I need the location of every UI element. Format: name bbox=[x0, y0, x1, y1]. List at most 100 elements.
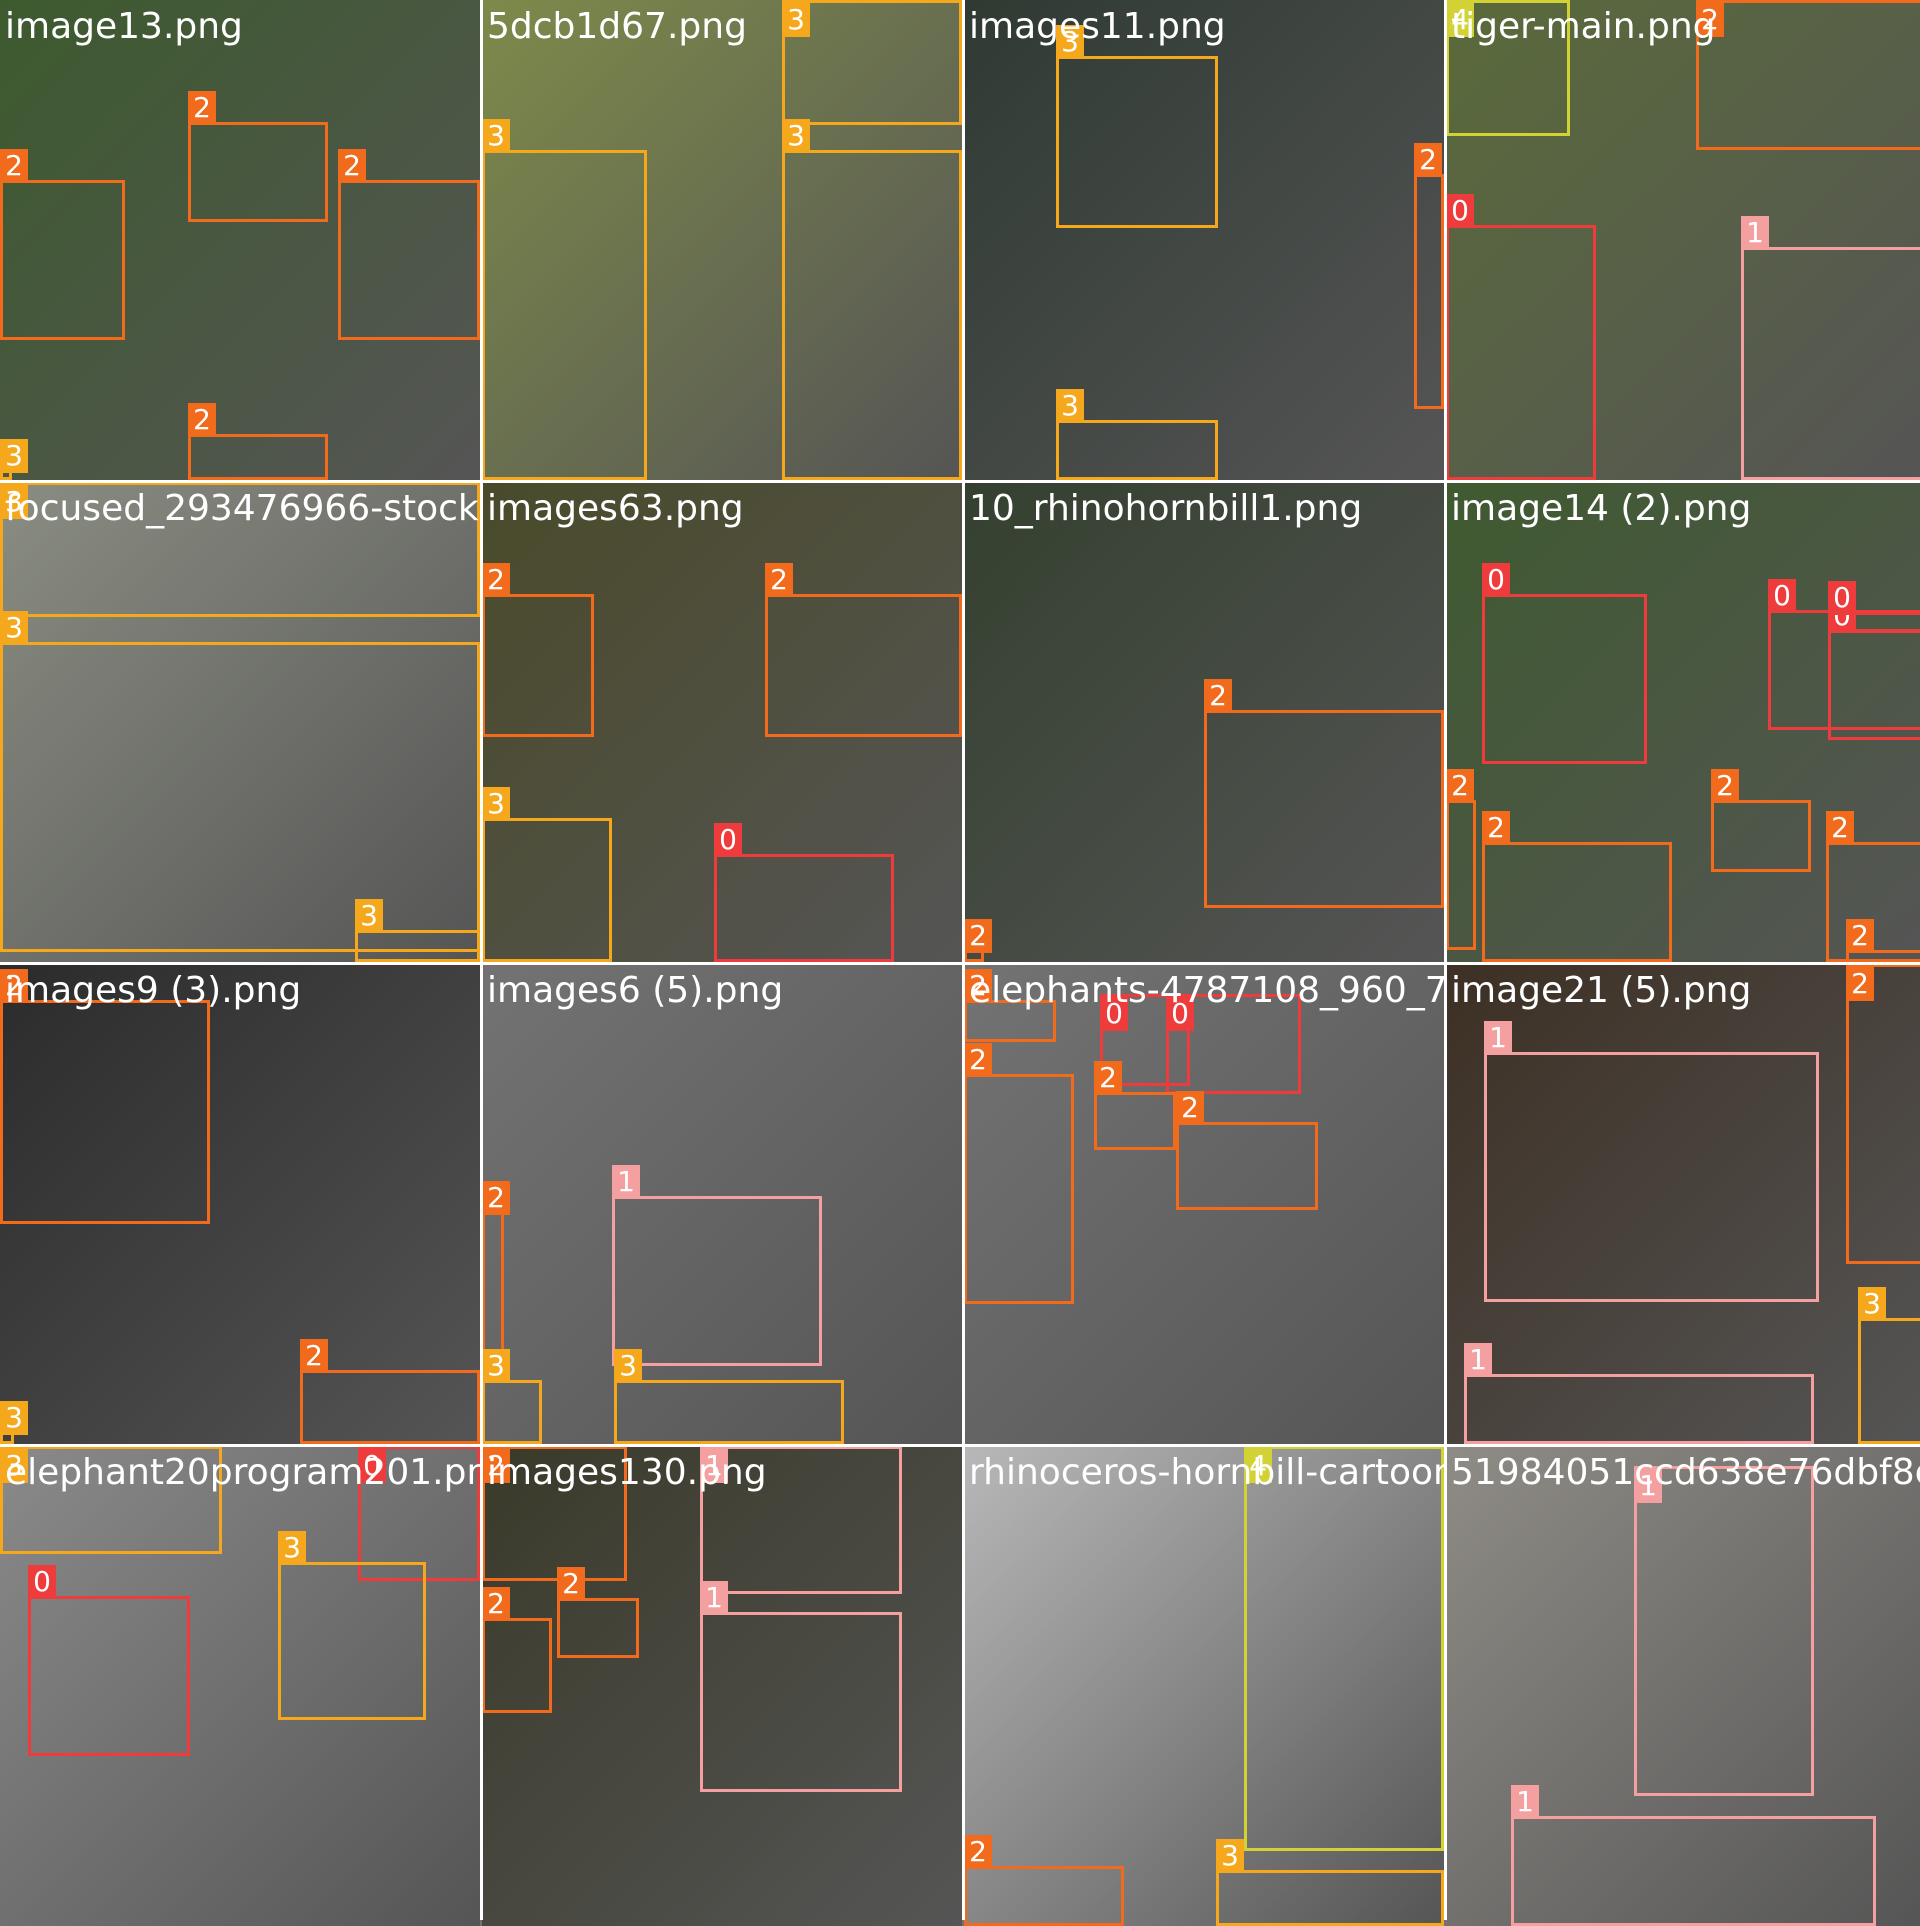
grid-divider bbox=[1444, 0, 1447, 1920]
bounding-box: 2 bbox=[482, 563, 594, 737]
bounding-box: 3 bbox=[482, 1349, 542, 1444]
grid-divider bbox=[0, 962, 1920, 965]
class-label: 4 bbox=[1244, 1449, 1272, 1483]
class-label: 2 bbox=[188, 403, 216, 437]
class-label: 2 bbox=[1446, 769, 1474, 803]
bounding-box: 2 bbox=[765, 563, 962, 737]
bounding-box: 1 bbox=[700, 1581, 902, 1792]
class-label: 2 bbox=[0, 969, 28, 1003]
bounding-box: 2 bbox=[300, 1339, 480, 1444]
tile-image bbox=[964, 964, 1444, 1444]
class-label: 0 bbox=[28, 1565, 56, 1599]
bounding-box: 3 bbox=[1056, 25, 1218, 228]
mosaic-tile: image21 (5).png 1 2 3 1 bbox=[1446, 964, 1920, 1444]
mosaic-tile: elephant20program201.png 3 0 0 3 bbox=[0, 1446, 480, 1926]
tile-image bbox=[1446, 482, 1920, 962]
bounding-box: 2 bbox=[0, 969, 210, 1224]
tile-image bbox=[482, 482, 962, 962]
bounding-box: 0 bbox=[714, 823, 894, 962]
class-label: 2 bbox=[557, 1567, 585, 1601]
bounding-box: 3 bbox=[355, 899, 480, 962]
class-label: 2 bbox=[1176, 1091, 1204, 1125]
grid-divider bbox=[962, 0, 965, 1920]
bounding-box: 0 bbox=[1828, 581, 1920, 632]
class-label: 2 bbox=[482, 563, 510, 597]
class-label: 1 bbox=[612, 1165, 640, 1199]
grid-divider bbox=[0, 1444, 1920, 1447]
bounding-box: 2 bbox=[1482, 811, 1672, 962]
class-label: 1 bbox=[700, 1581, 728, 1615]
mosaic-tile: image13.png 2 2 2 2 3 bbox=[0, 0, 480, 480]
grid-divider bbox=[480, 0, 483, 1920]
class-label: 2 bbox=[765, 563, 793, 597]
bounding-box: 0 bbox=[1446, 194, 1596, 480]
class-label: 2 bbox=[964, 1043, 992, 1077]
bounding-box: 0 bbox=[1828, 599, 1920, 740]
bounding-box: 2 bbox=[1696, 0, 1920, 150]
class-label: 3 bbox=[0, 1401, 28, 1435]
class-label: 0 bbox=[358, 1449, 386, 1483]
bounding-box: 2 bbox=[0, 149, 125, 340]
bounding-box: 2 bbox=[1446, 769, 1476, 950]
bounding-box: 2 bbox=[964, 969, 1056, 1042]
tile-image bbox=[0, 482, 480, 962]
class-label: 2 bbox=[1826, 811, 1854, 845]
tile-image bbox=[1446, 964, 1920, 1444]
class-label: 0 bbox=[714, 823, 742, 857]
bounding-box: 3 bbox=[0, 1446, 222, 1554]
class-label: 2 bbox=[964, 1835, 992, 1869]
tile-image bbox=[964, 1446, 1444, 1926]
class-label: 3 bbox=[0, 611, 28, 645]
tile-image bbox=[0, 1446, 480, 1926]
class-label: 3 bbox=[482, 119, 510, 153]
bounding-box: 1 bbox=[1511, 1785, 1876, 1926]
bounding-box: 2 bbox=[964, 919, 992, 962]
bounding-box: 2 bbox=[482, 1181, 510, 1362]
class-label: 3 bbox=[1858, 1287, 1886, 1321]
bounding-box: 4 bbox=[1244, 1446, 1444, 1851]
bounding-box: 3 bbox=[1056, 389, 1218, 480]
bounding-box: 2 bbox=[188, 403, 328, 480]
bounding-box: 0 bbox=[358, 1446, 480, 1581]
bounding-box: 3 bbox=[0, 439, 28, 480]
bounding-box: 1 bbox=[1484, 1021, 1819, 1302]
bounding-box: 2 bbox=[557, 1567, 639, 1658]
bounding-box: 2 bbox=[482, 1587, 552, 1713]
bounding-box: 3 bbox=[0, 482, 480, 617]
bounding-box: 1 bbox=[1634, 1466, 1814, 1796]
bounding-box: 3 bbox=[278, 1531, 426, 1720]
bounding-box: 0 bbox=[1482, 563, 1647, 764]
class-label: 3 bbox=[0, 1449, 28, 1483]
mosaic-tile: elephants-4787108_960_720.png002222 bbox=[964, 964, 1444, 1444]
bounding-box: 1 bbox=[1741, 216, 1920, 480]
class-label: 2 bbox=[964, 919, 992, 953]
mosaic-tile: images9 (3).png 2 2 3 bbox=[0, 964, 480, 1444]
class-label: 0 bbox=[1482, 563, 1510, 597]
mosaic-tile: 5dcb1d67.png 3 3 3 bbox=[482, 0, 962, 480]
bounding-box: 2 bbox=[188, 91, 328, 222]
class-label: 2 bbox=[0, 149, 28, 183]
bounding-box: 0 bbox=[28, 1565, 190, 1756]
mosaic-tile: 51984051ccd638e76dbf8cd 1 1 bbox=[1446, 1446, 1920, 1926]
class-label: 1 bbox=[1741, 216, 1769, 250]
bounding-box: 3 bbox=[614, 1349, 844, 1444]
class-label: 2 bbox=[188, 91, 216, 125]
class-label: 3 bbox=[782, 119, 810, 153]
tile-image bbox=[964, 0, 1444, 480]
class-label: 1 bbox=[1634, 1469, 1662, 1503]
mosaic-tile: image14 (2).png 0 0 0 0 2 2 2 2 2 bbox=[1446, 482, 1920, 962]
class-label: 1 bbox=[1484, 1021, 1512, 1055]
bounding-box: 0 bbox=[1166, 994, 1301, 1094]
bounding-box: 2 bbox=[1711, 769, 1811, 872]
class-label: 2 bbox=[1482, 811, 1510, 845]
bounding-box: 2 bbox=[964, 1043, 1074, 1304]
bounding-box: 2 bbox=[1204, 679, 1444, 908]
bounding-box: 2 bbox=[1094, 1061, 1176, 1150]
class-label: 4 bbox=[1446, 3, 1474, 37]
class-label: 1 bbox=[700, 1449, 728, 1483]
mosaic-tile: 10_rhinohornbill1.png 2 2 bbox=[964, 482, 1444, 962]
tile-image bbox=[1446, 0, 1920, 480]
class-label: 3 bbox=[355, 899, 383, 933]
bounding-box: 1 bbox=[700, 1446, 902, 1594]
tile-image bbox=[1446, 1446, 1920, 1926]
